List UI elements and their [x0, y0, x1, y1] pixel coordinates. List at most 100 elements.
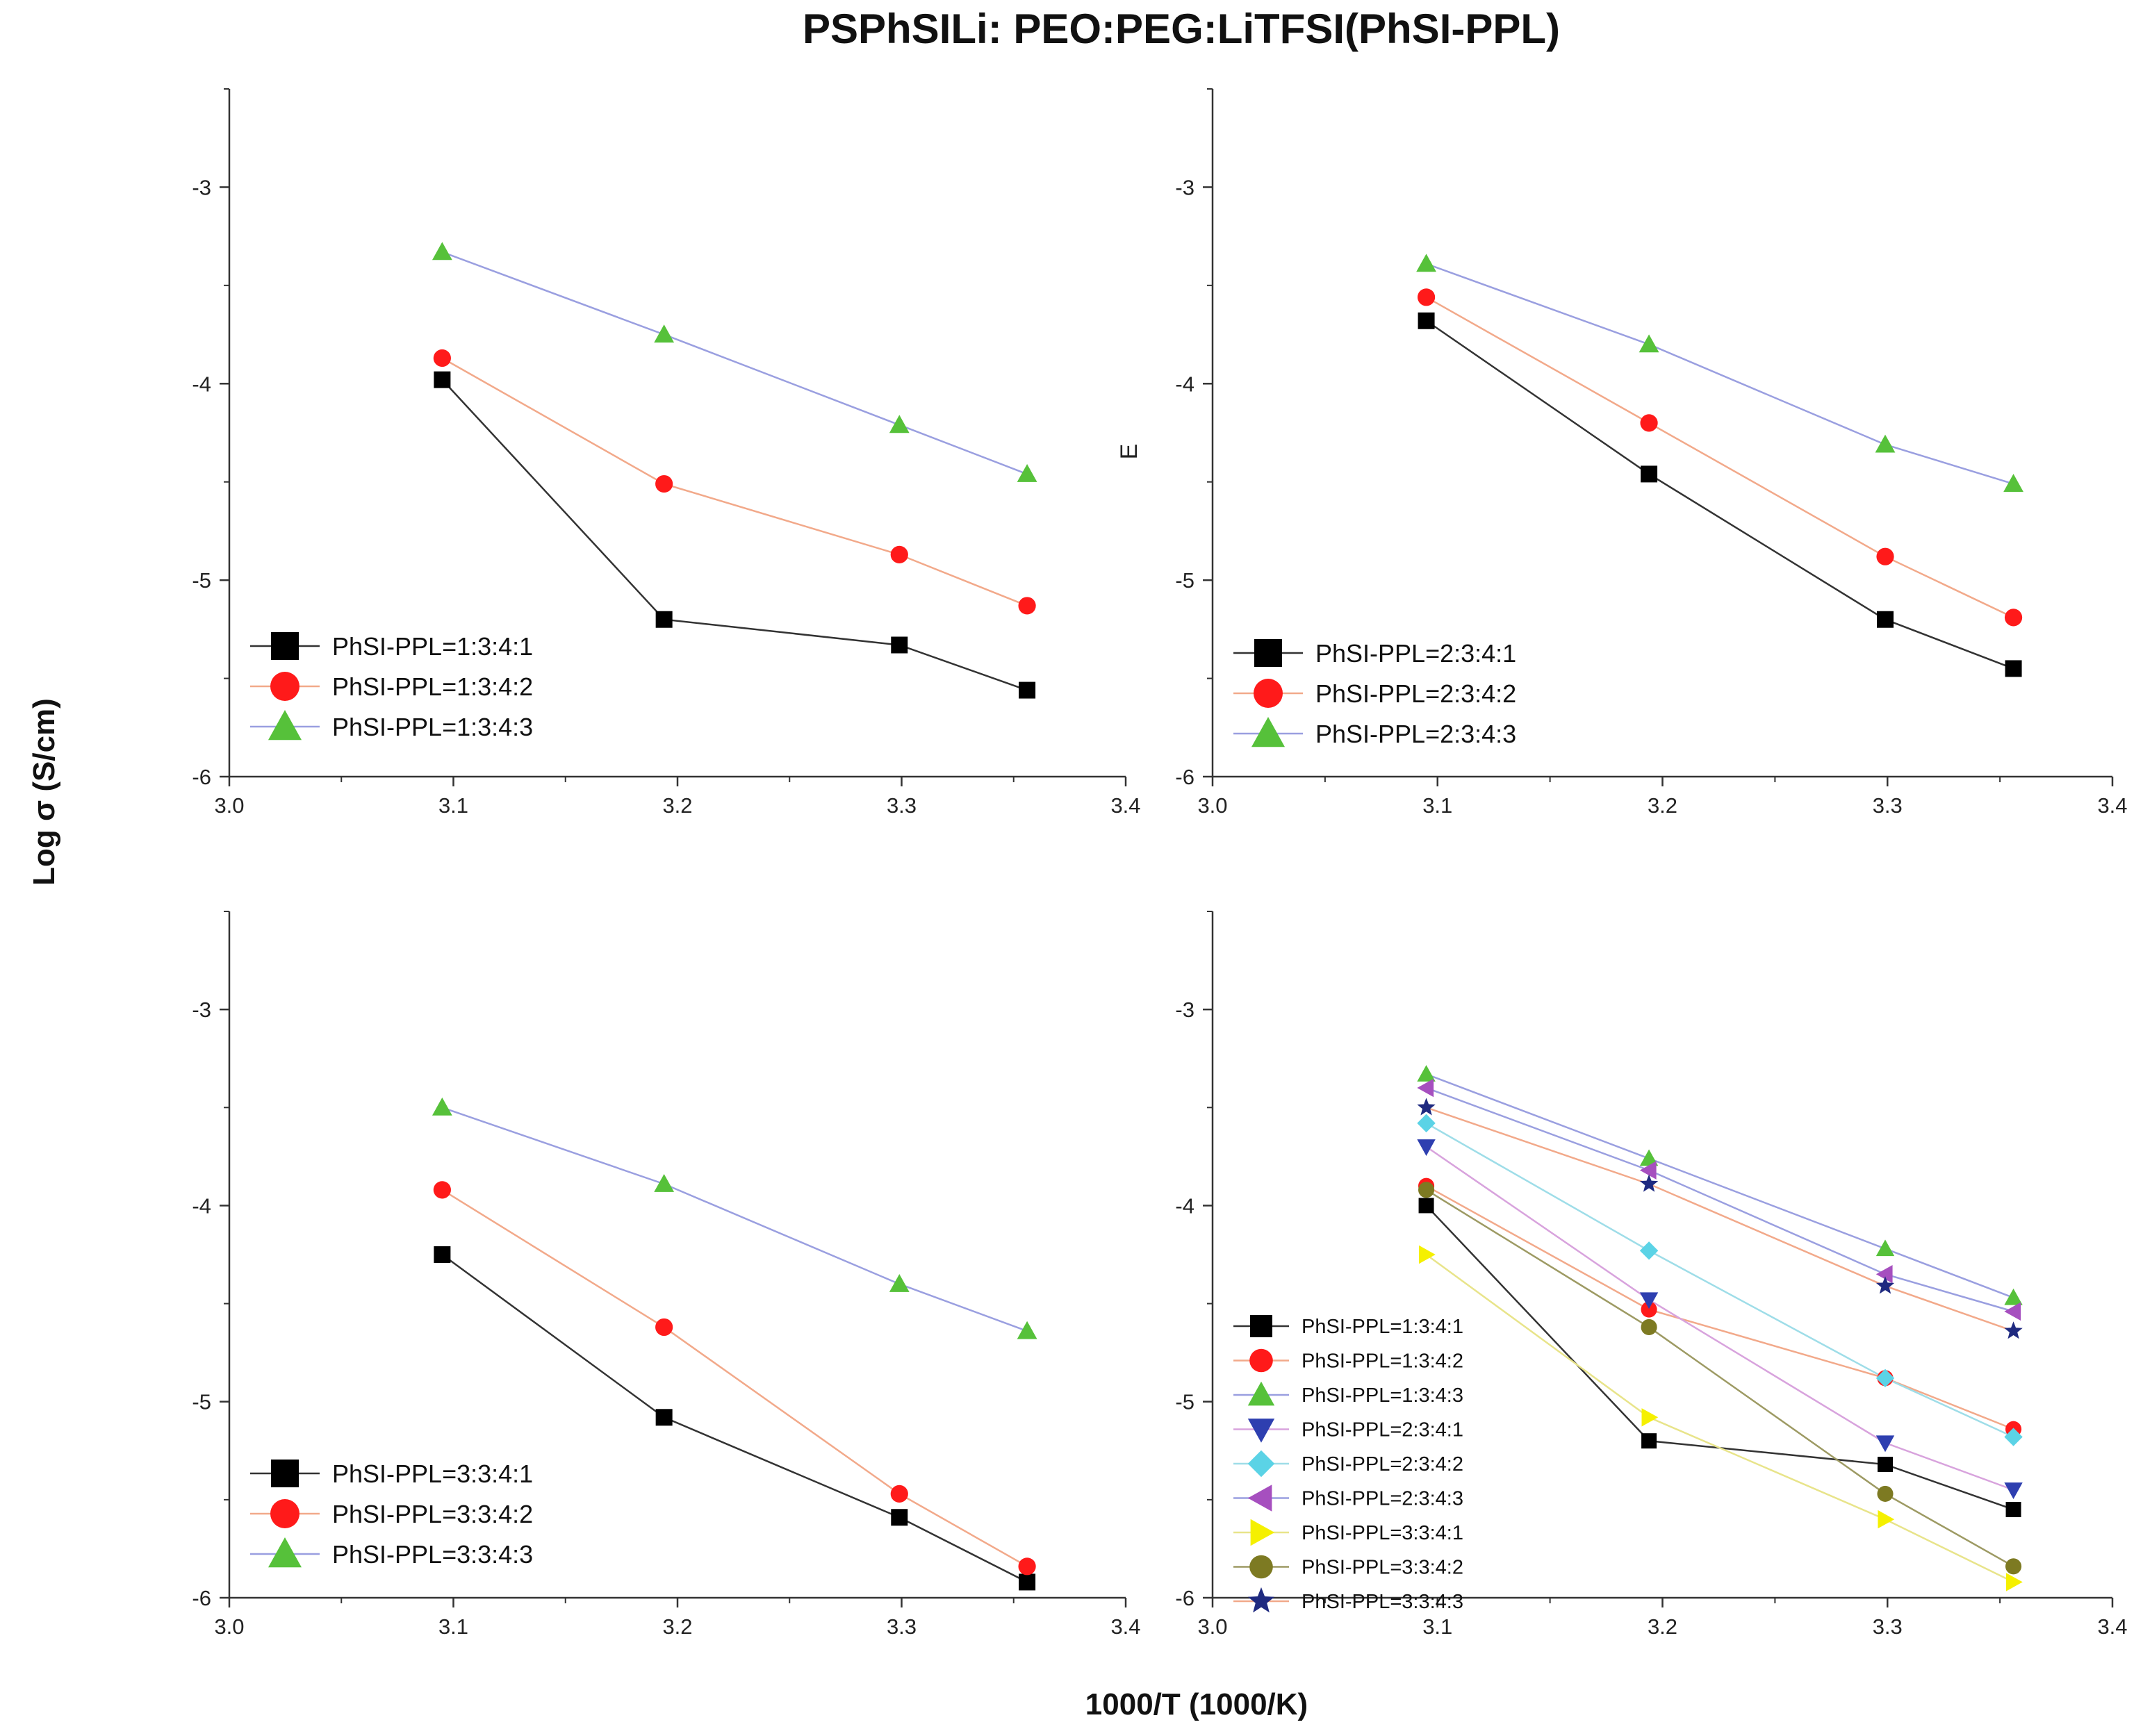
data-point	[1877, 1485, 1894, 1502]
y-tick-label: -6	[192, 765, 211, 789]
series-line	[1425, 320, 2014, 670]
legend-label: PhSI-PPL=3:3:4:1	[332, 1460, 533, 1488]
y-tick-label: -4	[1175, 372, 1194, 396]
data-point	[1417, 1114, 1436, 1133]
legend-marker	[1247, 1587, 1275, 1613]
x-tick-label: 3.0	[214, 1614, 244, 1639]
data-point	[433, 349, 451, 367]
chart-panel-bottom-left: 3.0 3.1 3.2 3.3 3.4-3-4-5-6PhSI-PPL=3:3:4:1P…	[192, 911, 1141, 1639]
series-line	[1425, 1189, 2014, 1567]
legend-marker	[1247, 1381, 1275, 1406]
data-point	[655, 1409, 673, 1426]
x-tick-label: 3.1	[1422, 1614, 1452, 1639]
data-point	[1417, 1139, 1436, 1156]
data-point	[654, 1173, 675, 1192]
x-axis-title: 1000/T (1000/K)	[1085, 1687, 1308, 1721]
data-point	[1875, 1369, 1895, 1388]
data-point	[1018, 597, 1036, 615]
data-point	[2005, 1573, 2023, 1592]
data-point	[1417, 1078, 1434, 1098]
x-tick-label: 3.2	[1648, 1614, 1677, 1639]
legend-label: PhSI-PPL=1:3:4:2	[1302, 1350, 1463, 1373]
data-point	[1017, 1321, 1037, 1339]
legend-marker	[1254, 639, 1282, 667]
x-tick-label: 3.2	[662, 793, 692, 818]
y-tick-label: -6	[1175, 765, 1194, 789]
data-point	[2004, 1321, 2023, 1339]
data-point	[1639, 1149, 1659, 1166]
x-tick-label: 3.4	[2097, 1614, 2127, 1639]
y-tick-label: -5	[192, 568, 211, 593]
data-point	[1878, 1457, 1894, 1473]
data-point	[655, 611, 673, 628]
data-point	[434, 371, 451, 388]
data-point	[2005, 1501, 2021, 1517]
series-line	[1425, 1146, 2014, 1491]
data-point	[1639, 1174, 1659, 1192]
series-line	[1426, 263, 2014, 485]
legend-label: PhSI-PPL=2:3:4:3	[1302, 1488, 1463, 1510]
y-tick-label: -5	[1175, 568, 1194, 593]
legend-label: PhSI-PPL=3:3:4:2	[332, 1500, 533, 1528]
data-point	[432, 1097, 452, 1116]
data-point	[1417, 1098, 1436, 1116]
series-line	[441, 1107, 1028, 1332]
x-tick-label: 3.3	[887, 1614, 917, 1639]
y-tick-label: -4	[1175, 1193, 1194, 1218]
legend-label: PhSI-PPL=1:3:4:1	[332, 632, 533, 661]
legend-marker	[270, 672, 299, 701]
legend-label: PhSI-PPL=1:3:4:3	[332, 713, 533, 741]
x-tick-label: 3.0	[1197, 1614, 1227, 1639]
data-point	[1418, 1198, 1434, 1214]
data-point	[889, 415, 910, 433]
series-line	[441, 379, 1028, 691]
y-axis-title: Log σ (S/cm)	[27, 698, 61, 886]
data-point	[1875, 434, 1896, 453]
series-line	[1425, 1122, 2014, 1438]
data-point	[1019, 681, 1036, 699]
data-point	[889, 1273, 910, 1292]
data-point	[655, 1318, 673, 1337]
legend-marker	[1249, 1348, 1273, 1373]
x-tick-label: 3.3	[1873, 1614, 1903, 1639]
data-point	[890, 545, 908, 563]
data-point	[891, 1509, 908, 1526]
legend-marker	[1247, 1485, 1272, 1512]
data-point	[1641, 1433, 1657, 1449]
series-line	[1426, 1086, 2014, 1313]
data-point	[2004, 609, 2023, 627]
data-point	[1641, 1318, 1657, 1335]
x-tick-label: 3.3	[887, 793, 917, 818]
data-point	[1418, 1182, 1435, 1198]
data-point	[1639, 1161, 1657, 1180]
y-tick-label: -3	[1175, 998, 1194, 1022]
legend-label: PhSI-PPL=2:3:4:1	[1302, 1419, 1463, 1441]
legend-label: PhSI-PPL=2:3:4:3	[1315, 720, 1516, 748]
y-tick-label: -4	[192, 372, 211, 396]
x-tick-label: 3.3	[1873, 793, 1903, 818]
series-line	[1426, 1073, 2014, 1299]
y-tick-label: -4	[192, 1193, 211, 1218]
legend: PhSI-PPL=3:3:4:1 PhSI-PPL=3:3:4:2 PhSI-PPL…	[250, 1460, 533, 1569]
legend-label: PhSI-PPL=2:3:4:1	[1315, 639, 1516, 668]
data-point	[1418, 312, 1435, 329]
chart-panels: 3.0 3.1 3.2 3.3 3.4-3-4-5-6PhSI-PPL=1:3:4:1P…	[192, 88, 2128, 1639]
series-line	[1425, 1205, 2014, 1511]
data-point	[1875, 1239, 1895, 1257]
legend: PhSI-PPL=1:3:4:1 PhSI-PPL=1:3:4:2 PhSI-PPL…	[1233, 1315, 1463, 1613]
legend-marker	[270, 1499, 299, 1528]
data-point	[2004, 1288, 2023, 1305]
x-tick-label: 3.2	[662, 1614, 692, 1639]
legend-label: PhSI-PPL=1:3:4:3	[1302, 1384, 1463, 1407]
legend-label: PhSI-PPL=1:3:4:2	[332, 672, 533, 701]
data-point	[1875, 1435, 1895, 1453]
legend-marker	[1247, 1450, 1275, 1478]
series-line	[441, 251, 1028, 475]
y-tick-label: -3	[192, 998, 211, 1022]
y-tick-label: -5	[1175, 1390, 1194, 1414]
series-line	[1426, 1107, 2014, 1332]
data-point	[1875, 1276, 1895, 1294]
legend-label: PhSI-PPL=2:3:4:2	[1315, 679, 1516, 708]
series-line	[1425, 296, 2014, 619]
data-point	[1417, 1065, 1436, 1082]
